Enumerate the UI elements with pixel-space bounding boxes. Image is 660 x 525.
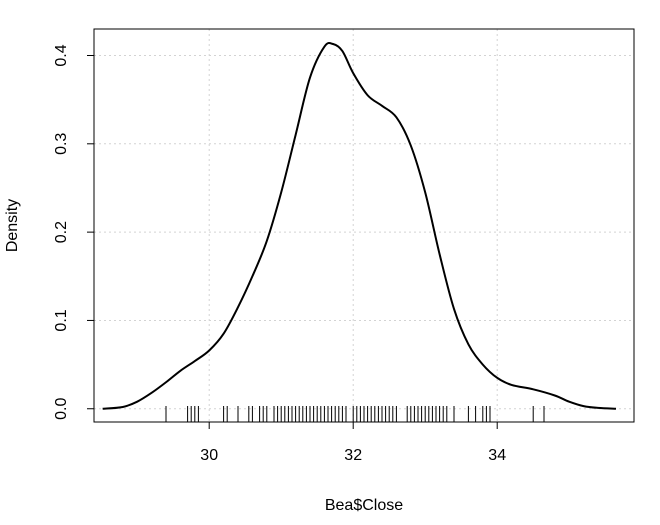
x-tick-label: 32: [344, 447, 362, 464]
y-axis: 0.0 0.1 0.2 0.3 0.4: [53, 44, 95, 420]
y-tick-label: 0.4: [53, 44, 70, 66]
x-axis-title: Bea$Close: [325, 497, 403, 514]
density-curve: [102, 41, 617, 410]
y-tick-label: 0.1: [53, 309, 70, 331]
x-axis: 30 32 34: [200, 421, 506, 464]
x-tick-label: 34: [488, 447, 506, 464]
y-tick-label: 0.2: [53, 221, 70, 243]
plot-frame: [93, 28, 635, 423]
x-tick-label: 30: [200, 447, 218, 464]
y-tick-label: 0.3: [53, 133, 70, 155]
y-axis-title: Density: [4, 199, 21, 252]
rug-marks: [165, 406, 545, 422]
grid-lines: [94, 29, 634, 422]
y-tick-label: 0.0: [53, 398, 70, 420]
